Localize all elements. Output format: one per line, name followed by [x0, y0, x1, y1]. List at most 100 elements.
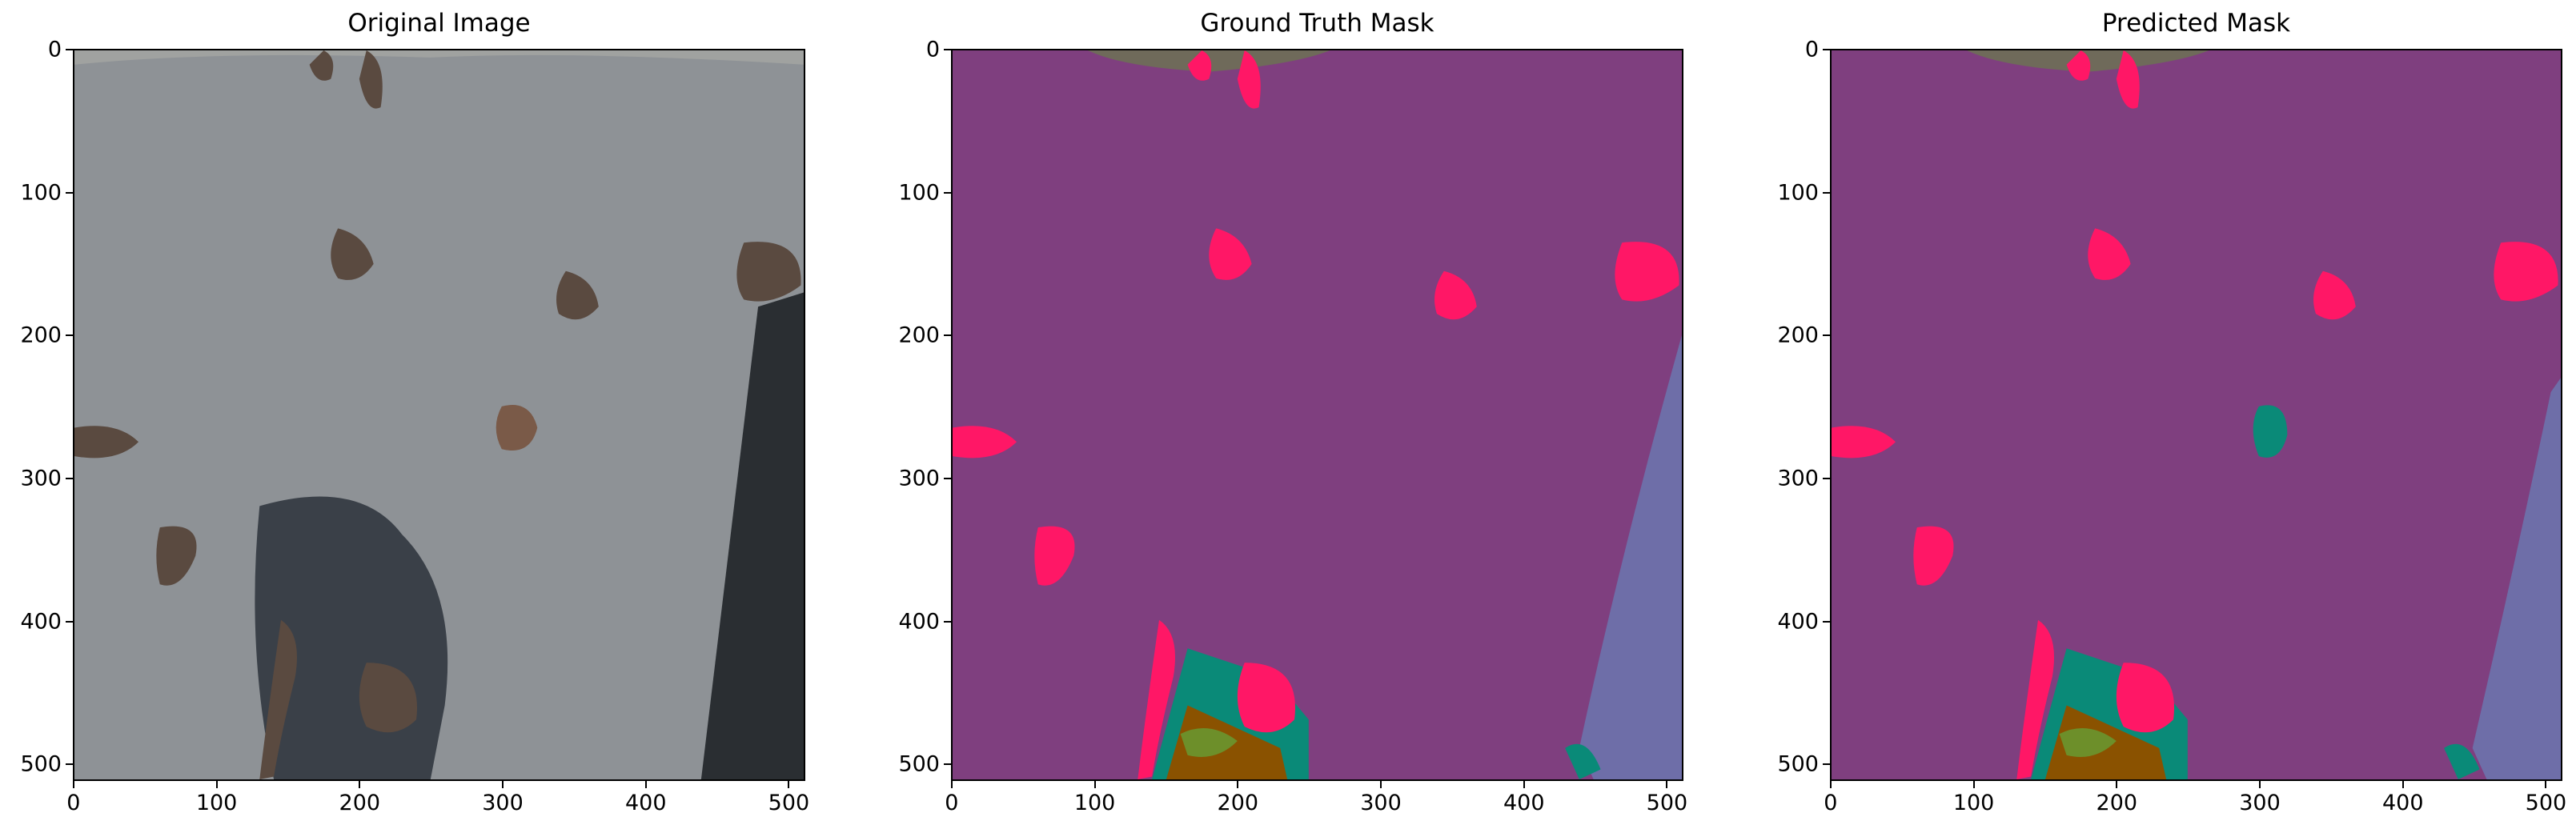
y-tick-label: 400: [20, 609, 62, 635]
y-tick-mark: [944, 191, 951, 194]
panel-title: Original Image: [347, 9, 531, 38]
image-axes: [73, 49, 805, 781]
x-tick-mark: [215, 781, 218, 788]
region-14: [1138, 619, 1176, 779]
x-tick-label: 100: [1952, 791, 1995, 815]
region-10: [2088, 228, 2131, 280]
region-10: [1434, 270, 1477, 320]
region-12: [953, 426, 1017, 459]
region-8: [2066, 50, 2091, 81]
region-15: [1237, 663, 1296, 733]
y-tick-label: 300: [20, 466, 62, 491]
y-tick-mark: [66, 334, 73, 337]
y-tick-label: 200: [20, 322, 62, 348]
x-tick-label: 100: [1073, 791, 1116, 815]
x-tick-label: 500: [768, 791, 810, 815]
x-tick-label: 200: [2096, 791, 2138, 815]
pred-image: [1832, 50, 2561, 779]
image-axes: [1830, 49, 2562, 781]
x-tick-mark: [1380, 781, 1382, 788]
region-12: [2494, 242, 2558, 302]
x-tick-mark: [2116, 781, 2118, 788]
region-13: [359, 663, 418, 733]
x-tick-label: 200: [339, 791, 381, 815]
x-tick-label: 100: [195, 791, 238, 815]
region-2: [700, 292, 804, 779]
region-0: [953, 50, 1682, 779]
y-tick-mark: [1823, 48, 1830, 50]
image-axes: [951, 49, 1683, 781]
y-tick-label: 0: [1804, 37, 1819, 62]
region-14: [1913, 526, 1954, 586]
y-tick-label: 400: [898, 609, 940, 635]
x-tick-mark: [644, 781, 647, 788]
region-8: [1237, 50, 1261, 109]
region-3: [2253, 405, 2288, 458]
x-tick-label: 400: [1503, 791, 1545, 815]
region-1: [74, 50, 804, 65]
x-tick-mark: [1972, 781, 1975, 788]
y-tick-mark: [66, 191, 73, 194]
x-tick-mark: [2259, 781, 2261, 788]
y-tick-mark: [1823, 763, 1830, 766]
y-tick-mark: [1823, 334, 1830, 337]
region-2: [2472, 378, 2561, 779]
x-tick-label: 0: [1824, 791, 1838, 815]
x-tick-mark: [1523, 781, 1525, 788]
region-6: [359, 50, 383, 109]
y-tick-mark: [1823, 191, 1830, 194]
region-11: [156, 526, 197, 586]
y-tick-mark: [944, 763, 951, 766]
y-tick-mark: [66, 48, 73, 50]
y-tick-label: 100: [898, 180, 940, 206]
y-tick-mark: [66, 763, 73, 766]
y-tick-label: 500: [20, 751, 62, 777]
region-0: [1832, 50, 2561, 779]
y-tick-mark: [66, 620, 73, 623]
y-tick-label: 200: [1777, 322, 1819, 348]
region-6: [1565, 743, 1601, 779]
x-tick-mark: [1666, 781, 1668, 788]
region-13: [1034, 526, 1075, 586]
x-tick-mark: [1093, 781, 1096, 788]
x-tick-label: 200: [1217, 791, 1259, 815]
region-7: [331, 228, 374, 280]
y-tick-mark: [944, 334, 951, 337]
x-tick-mark: [72, 781, 74, 788]
region-7: [2444, 743, 2480, 779]
gt-image: [953, 50, 1682, 779]
region-2: [1579, 334, 1682, 779]
photo-image: [74, 50, 804, 779]
region-13: [1832, 426, 1896, 459]
region-7: [1187, 50, 1212, 81]
x-tick-label: 300: [1360, 791, 1402, 815]
x-tick-label: 300: [2239, 791, 2281, 815]
x-tick-mark: [359, 781, 361, 788]
y-tick-label: 300: [898, 466, 940, 491]
y-tick-mark: [944, 620, 951, 623]
y-tick-mark: [944, 48, 951, 50]
x-tick-label: 0: [945, 791, 959, 815]
x-tick-label: 300: [482, 791, 524, 815]
region-12: [259, 619, 298, 779]
x-tick-label: 500: [2525, 791, 2567, 815]
region-6: [2059, 727, 2117, 757]
region-10: [74, 426, 139, 459]
panel-title: Ground Truth Mask: [1200, 9, 1434, 38]
region-9: [2116, 50, 2140, 109]
region-15: [2016, 619, 2055, 779]
x-tick-label: 400: [2381, 791, 2424, 815]
y-tick-label: 100: [1777, 180, 1819, 206]
y-tick-label: 0: [47, 37, 62, 62]
x-tick-label: 400: [624, 791, 667, 815]
x-tick-mark: [2401, 781, 2404, 788]
y-tick-mark: [944, 478, 951, 480]
y-tick-label: 400: [1777, 609, 1819, 635]
x-tick-label: 0: [66, 791, 81, 815]
y-tick-mark: [66, 478, 73, 480]
region-11: [1615, 242, 1679, 302]
x-tick-mark: [1829, 781, 1832, 788]
x-tick-mark: [788, 781, 790, 788]
y-tick-label: 100: [20, 180, 62, 206]
region-9: [736, 242, 801, 302]
